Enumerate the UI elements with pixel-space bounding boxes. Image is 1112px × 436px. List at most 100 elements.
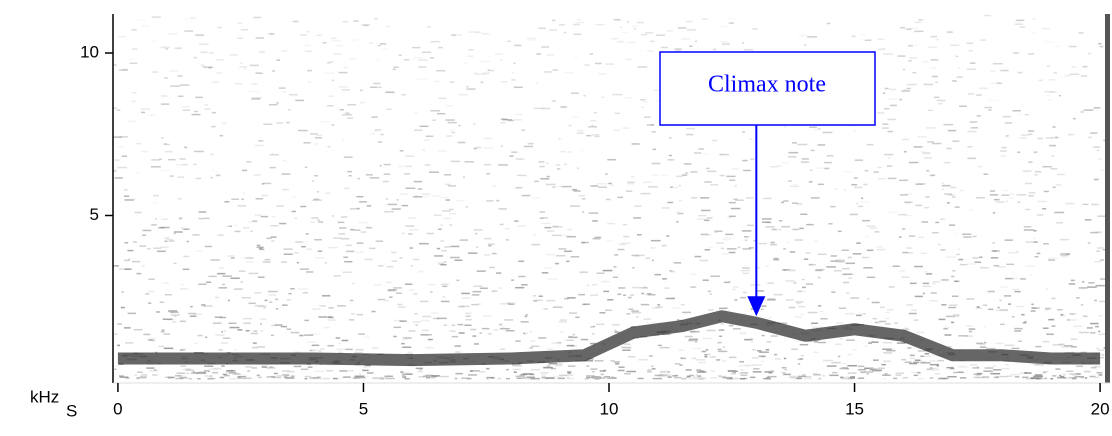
noise-speck bbox=[173, 231, 183, 233]
noise-speck bbox=[361, 24, 371, 26]
noise-speck bbox=[633, 28, 637, 30]
noise-speck bbox=[941, 184, 951, 187]
noise-speck bbox=[894, 322, 898, 324]
noise-speck bbox=[466, 85, 469, 88]
noise-speck bbox=[920, 362, 931, 364]
noise-speck bbox=[874, 231, 880, 233]
noise-speck bbox=[338, 342, 341, 345]
noise-speck bbox=[483, 137, 492, 140]
noise-speck bbox=[141, 150, 149, 153]
noise-speck bbox=[270, 375, 276, 378]
noise-speck bbox=[1098, 333, 1106, 335]
noise-speck bbox=[286, 299, 292, 301]
noise-speck bbox=[1005, 200, 1009, 203]
noise-speck bbox=[1043, 190, 1049, 193]
noise-speck bbox=[959, 377, 967, 379]
noise-speck bbox=[380, 133, 384, 136]
noise-speck bbox=[728, 251, 736, 254]
noise-speck bbox=[1087, 242, 1091, 244]
noise-speck bbox=[443, 174, 452, 176]
noise-speck bbox=[979, 256, 983, 258]
noise-speck bbox=[356, 313, 364, 316]
noise-speck bbox=[651, 368, 656, 370]
noise-speck bbox=[359, 201, 367, 203]
noise-speck bbox=[567, 297, 576, 299]
noise-speck bbox=[651, 162, 661, 165]
noise-speck bbox=[980, 267, 989, 269]
noise-speck bbox=[239, 374, 248, 376]
noise-speck bbox=[193, 342, 198, 344]
noise-speck bbox=[200, 51, 208, 54]
noise-speck bbox=[804, 44, 807, 46]
noise-speck bbox=[401, 374, 406, 376]
noise-speck bbox=[1011, 277, 1019, 280]
noise-speck bbox=[1076, 297, 1080, 299]
noise-speck bbox=[744, 364, 755, 367]
noise-speck bbox=[813, 341, 818, 343]
noise-speck bbox=[830, 260, 837, 262]
noise-speck bbox=[541, 107, 551, 110]
noise-speck bbox=[706, 329, 716, 332]
noise-speck bbox=[1033, 376, 1043, 379]
noise-speck bbox=[592, 134, 600, 136]
noise-speck bbox=[798, 305, 806, 308]
noise-speck bbox=[619, 26, 622, 29]
noise-speck bbox=[971, 127, 979, 129]
noise-speck bbox=[520, 373, 528, 376]
noise-speck bbox=[782, 269, 790, 271]
noise-speck bbox=[704, 181, 712, 183]
noise-speck bbox=[227, 255, 235, 257]
noise-speck bbox=[193, 56, 197, 59]
noise-speck bbox=[356, 251, 365, 253]
noise-speck bbox=[936, 364, 939, 367]
noise-speck bbox=[720, 323, 724, 325]
noise-speck bbox=[796, 377, 802, 380]
noise-speck bbox=[879, 306, 885, 309]
noise-speck bbox=[324, 262, 327, 264]
noise-speck bbox=[346, 250, 355, 253]
noise-speck bbox=[967, 146, 973, 148]
noise-speck bbox=[414, 312, 418, 315]
noise-speck bbox=[354, 229, 361, 231]
noise-speck bbox=[245, 366, 253, 368]
noise-speck bbox=[537, 162, 545, 164]
noise-speck bbox=[164, 240, 168, 243]
noise-speck bbox=[1089, 375, 1096, 378]
noise-speck bbox=[546, 348, 554, 350]
noise-speck bbox=[750, 158, 755, 160]
noise-speck bbox=[901, 358, 907, 361]
noise-speck bbox=[686, 29, 697, 31]
noise-speck bbox=[1062, 374, 1066, 376]
noise-speck bbox=[882, 348, 892, 350]
noise-speck bbox=[1099, 300, 1108, 303]
noise-speck bbox=[568, 151, 571, 153]
noise-speck bbox=[513, 118, 523, 121]
noise-speck bbox=[184, 18, 189, 20]
noise-speck bbox=[448, 185, 456, 187]
noise-speck bbox=[318, 350, 322, 352]
noise-speck bbox=[742, 131, 746, 133]
noise-speck bbox=[296, 261, 300, 264]
noise-speck bbox=[631, 143, 640, 145]
noise-speck bbox=[456, 199, 465, 202]
noise-speck bbox=[920, 355, 925, 358]
noise-speck bbox=[113, 265, 119, 267]
noise-speck bbox=[1016, 194, 1027, 196]
noise-speck bbox=[853, 186, 863, 189]
noise-speck bbox=[142, 229, 152, 232]
noise-speck bbox=[160, 169, 171, 172]
noise-speck bbox=[529, 330, 533, 333]
noise-speck bbox=[970, 127, 977, 129]
noise-speck bbox=[391, 208, 401, 210]
noise-speck bbox=[290, 331, 300, 334]
noise-speck bbox=[991, 250, 998, 252]
noise-speck bbox=[940, 249, 946, 251]
noise-speck bbox=[446, 135, 453, 137]
noise-speck bbox=[245, 329, 250, 332]
noise-speck bbox=[626, 370, 637, 373]
noise-speck bbox=[922, 292, 925, 295]
noise-speck bbox=[983, 14, 992, 17]
noise-speck bbox=[1011, 373, 1021, 376]
noise-speck bbox=[215, 72, 223, 74]
noise-speck bbox=[918, 236, 925, 239]
